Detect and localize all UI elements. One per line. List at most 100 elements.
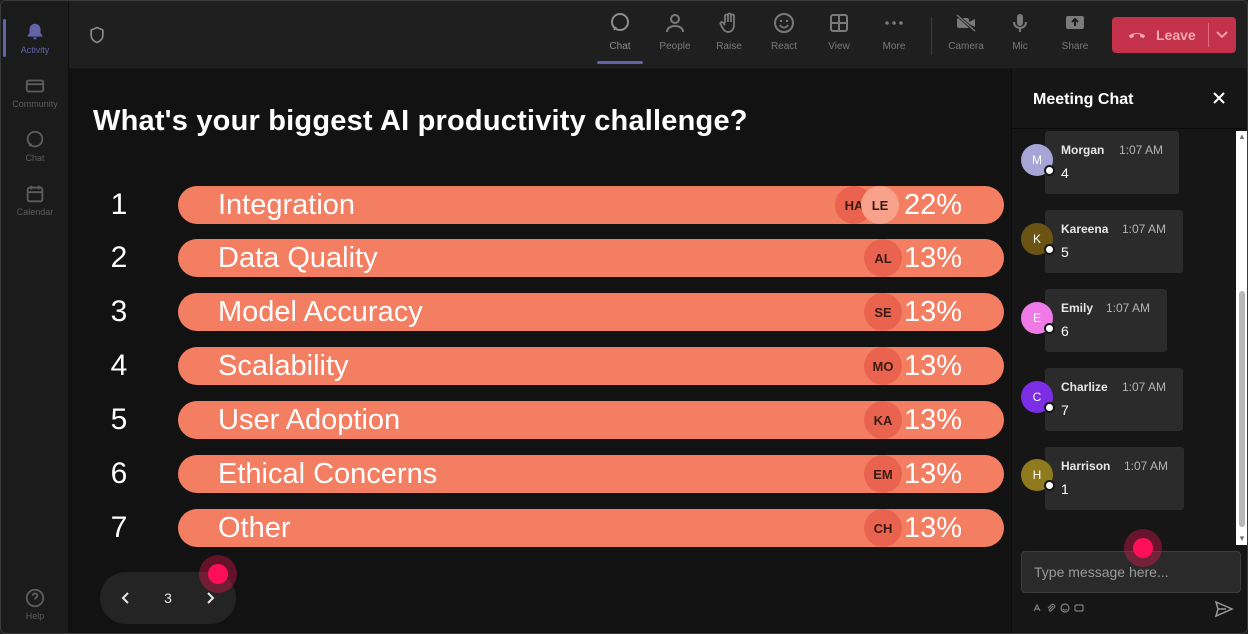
option-bar: Integration HA LE 22% [178,186,1004,224]
toolbar-label: View [828,41,850,52]
chat-message: Charlize 1:07 AM 7 [1045,368,1183,431]
send-icon[interactable] [1214,599,1234,619]
toolbar-camera-button[interactable]: Camera [941,11,991,63]
scroll-up-arrow[interactable]: ▲ [1238,132,1246,141]
leave-divider [1208,23,1209,47]
poll-option[interactable]: 7 Other CH 13% [101,509,1005,547]
share-icon [1066,16,1084,29]
option-percentage: 22% [903,189,962,221]
presence-dot [1044,480,1055,491]
chevron-down-icon[interactable] [1214,26,1230,42]
chat-divider [1012,128,1247,129]
scrollbar-thumb[interactable] [1239,291,1245,527]
toolbar-mic-button[interactable]: Mic [995,11,1045,63]
avatar[interactable]: E [1021,302,1055,334]
message-author: Emily [1061,301,1094,315]
rail-label: Calendar [16,207,54,217]
avatar[interactable]: H [1021,459,1055,491]
avatar[interactable]: C [1021,381,1055,413]
option-label: Scalability [218,350,349,382]
app-rail: Activity Community Chat Calendar Help [1,1,69,633]
toolbar-divider [931,17,932,55]
toolbar-label: Raise [716,41,742,52]
calendar-icon [26,185,44,203]
avatar[interactable]: M [1021,144,1055,176]
toolbar-label: Mic [1012,41,1028,52]
option-percentage: 13% [903,512,962,544]
message-author: Kareena [1061,222,1109,236]
option-bar: Other CH 13% [178,509,1004,547]
mic-icon [1013,14,1027,32]
option-number: 5 [110,403,128,436]
rail-item-activity[interactable]: Activity [1,11,69,65]
message-author: Morgan [1061,143,1105,157]
option-label: Model Accuracy [218,296,423,328]
voter-avatar: MO [864,347,902,385]
people-icon [666,14,684,33]
message-text: 7 [1061,402,1069,418]
bell-icon [27,23,43,40]
chevron-right-icon [207,592,215,604]
previous-page-button[interactable] [114,586,138,610]
chat-scrollbar[interactable]: ▲ ▼ [1236,131,1247,545]
poll-option[interactable]: 5 User Adoption KA 13% [101,401,1005,439]
option-bar: User Adoption KA 13% [178,401,1004,439]
poll-option[interactable]: 3 Model Accuracy SE 13% [101,293,1005,331]
shield-icon[interactable] [87,25,107,45]
toolbar-label: Camera [948,41,984,52]
rail-label: Help [25,611,45,621]
rail-item-help[interactable]: Help [1,577,69,631]
option-label: Other [218,512,291,544]
attach-icon[interactable] [1046,603,1056,613]
chat-icon [26,130,44,148]
rail-item-chat[interactable]: Chat [1,119,69,173]
message-text: 1 [1061,481,1069,497]
toolbar-label: Chat [609,41,631,52]
avatar-initial: E [1032,311,1041,325]
smiley-icon [774,13,794,33]
chat-message: Emily 1:07 AM 6 [1045,289,1167,352]
poll-option[interactable]: 1 Integration HA LE 22% [101,186,1005,224]
avatar-initial: C [1032,390,1042,404]
toolbar-react-button[interactable]: React [759,11,809,63]
option-bar: Model Accuracy SE 13% [178,293,1004,331]
option-label: Integration [218,189,356,221]
message-author: Harrison [1061,459,1111,473]
option-percentage: 13% [903,296,962,328]
chevron-left-icon [121,592,129,604]
emoji-icon[interactable] [1060,603,1070,613]
gif-icon[interactable] [1074,603,1084,613]
rail-label: Activity [20,45,50,55]
format-icon[interactable] [1032,603,1042,613]
toolbar-share-button[interactable]: Share [1050,11,1100,63]
option-label: User Adoption [218,404,401,436]
toolbar-more-button[interactable]: More [869,11,919,63]
voter-avatar: EM [864,455,902,493]
avatar[interactable]: K [1021,223,1055,255]
toolbar-people-button[interactable]: People [650,11,700,63]
option-bar: Data Quality AL 13% [178,239,1004,277]
scroll-down-arrow[interactable]: ▼ [1238,534,1246,543]
voter-avatar: LE [861,186,899,224]
voter-avatar: AL [864,239,902,277]
poll-option[interactable]: 4 Scalability MO 13% [101,347,1005,385]
close-icon[interactable] [1210,89,1228,107]
rail-item-calendar[interactable]: Calendar [1,173,69,227]
avatar-initial: K [1032,232,1041,246]
poll-option[interactable]: 6 Ethical Concerns EM 13% [101,455,1005,493]
hand-icon [719,12,735,33]
toolbar-chat-button[interactable]: Chat [595,11,645,64]
leave-button[interactable]: Leave [1112,17,1236,53]
poll-option[interactable]: 2 Data Quality AL 13% [101,239,1005,277]
message-time: 1:07 AM [1124,459,1169,473]
toolbar-view-button[interactable]: View [814,11,864,63]
poll-title: What's your biggest AI productivity chal… [93,105,748,137]
option-label: Data Quality [218,242,378,274]
toolbar-raise-button[interactable]: Raise [704,11,754,63]
rail-item-community[interactable]: Community [1,65,69,119]
camera-off-icon [956,13,976,33]
help-icon [25,588,45,608]
option-percentage: 13% [903,350,962,382]
next-page-button[interactable] [198,586,222,610]
page-number: 3 [164,590,172,606]
